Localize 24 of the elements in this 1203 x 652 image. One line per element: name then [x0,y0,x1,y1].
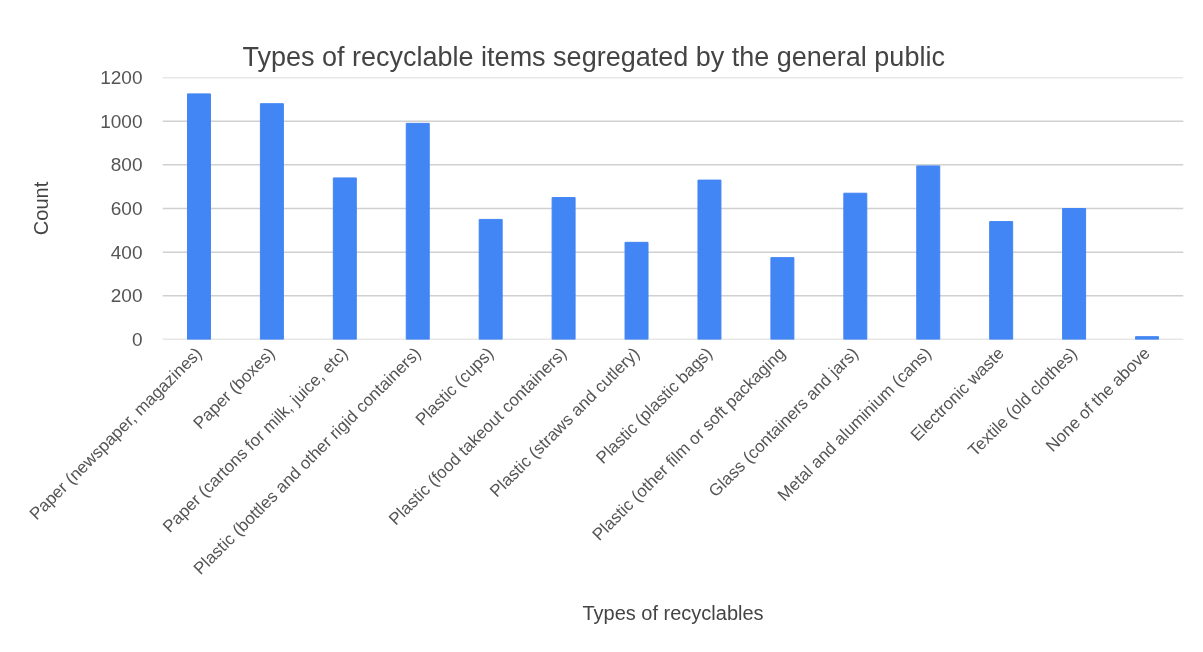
bar [332,177,357,340]
bar [405,122,430,340]
bar [770,257,795,340]
bar [1135,336,1160,340]
bar [989,221,1014,340]
y-tick-label: 400 [110,241,143,263]
bar [478,218,503,340]
y-tick-label: 1200 [100,67,143,88]
bar [843,192,868,340]
y-tick-label: 200 [110,285,143,307]
y-tick-label: 600 [110,198,143,219]
x-axis-title: Types of recyclables [582,602,764,625]
bar [624,241,649,340]
y-axis-title: Count [30,181,53,236]
bar [1062,208,1087,340]
bar [186,93,211,340]
y-tick-label: 1000 [100,110,143,132]
y-tick-label: 0 [131,329,143,350]
y-tick-label: 800 [110,154,143,176]
bar [697,179,722,340]
bar [916,165,941,340]
chart-title: Types of recyclable items segregated by the general public [242,41,945,72]
bar [259,103,284,340]
bar [551,197,576,340]
